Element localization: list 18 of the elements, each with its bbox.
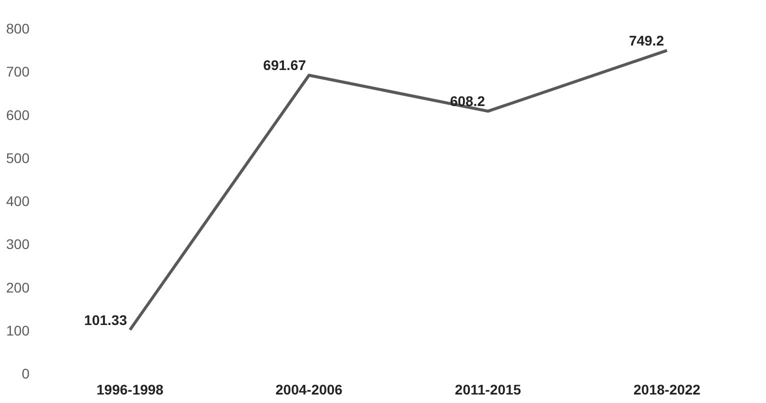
y-tick-label: 0 — [22, 366, 30, 382]
x-tick-label: 2011-2015 — [454, 382, 522, 398]
y-tick-label: 700 — [6, 64, 30, 80]
y-tick-label: 800 — [6, 20, 30, 36]
y-tick-label: 500 — [6, 150, 30, 166]
data-label: 749.2 — [628, 32, 664, 48]
y-tick-label: 100 — [6, 322, 30, 338]
data-label: 691.67 — [263, 57, 306, 74]
x-tick-label: 2018-2022 — [634, 382, 701, 398]
data-label: 101.33 — [84, 312, 128, 328]
y-tick-label: 400 — [6, 193, 30, 209]
y-tick-label: 600 — [6, 106, 30, 123]
x-tick-label: 2004-2006 — [276, 382, 343, 398]
data-label: 608.2 — [450, 93, 486, 110]
y-tick-label: 300 — [6, 236, 30, 252]
y-tick-label: 200 — [6, 279, 30, 296]
line-series — [128, 48, 668, 332]
x-tick-label: 1996-1998 — [96, 382, 164, 398]
